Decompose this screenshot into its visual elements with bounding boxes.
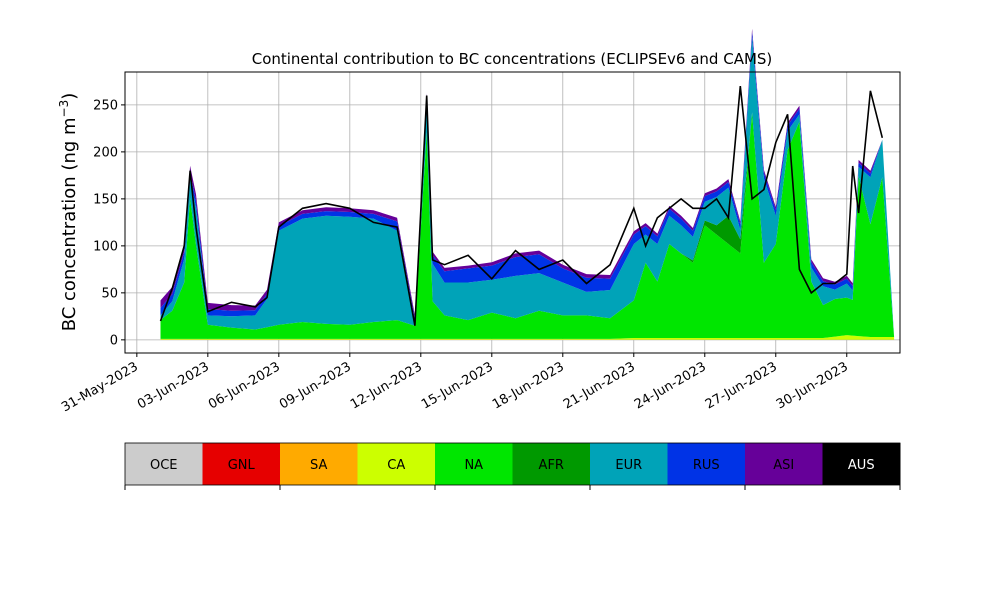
x-tick-label: 03-Jun-2023 <box>135 359 212 412</box>
x-axis: 31-May-202303-Jun-202306-Jun-202309-Jun-… <box>59 353 851 415</box>
legend-swatch-afr <box>512 443 591 485</box>
legend-swatch-ca <box>357 443 436 485</box>
x-tick-label: 31-May-2023 <box>59 359 141 415</box>
legend-swatch-sa <box>280 443 358 485</box>
y-tick-label: 250 <box>93 98 118 113</box>
legend-swatch-asi <box>745 443 823 485</box>
legend-label-sa: SA <box>310 458 327 473</box>
chart-title: Continental contribution to BC concentra… <box>252 50 773 68</box>
y-tick-label: 50 <box>101 286 118 301</box>
y-axis-label-superscript: −3 <box>57 100 71 118</box>
legend-label-asi: ASI <box>773 458 794 473</box>
line-series-aus <box>159 86 884 326</box>
y-axis: 0 50 100 150 200 250 <box>93 98 125 348</box>
legend-label-aus: AUS <box>848 458 875 473</box>
legend-label-oce: OCE <box>150 458 178 473</box>
y-tick-label: 100 <box>93 239 118 254</box>
legend-swatch-eur <box>590 443 668 485</box>
x-tick-label: 09-Jun-2023 <box>277 359 354 412</box>
area-series-asi <box>160 28 895 338</box>
x-tick-label: 21-Jun-2023 <box>561 359 638 412</box>
legend-label-na: NA <box>464 458 483 473</box>
x-tick-label: 30-Jun-2023 <box>774 359 851 412</box>
y-axis-label-close: ) <box>59 93 80 100</box>
y-tick-label: 150 <box>93 192 118 207</box>
legend-label-eur: EUR <box>615 458 642 473</box>
area-series-na <box>160 112 895 339</box>
stacked-areas <box>160 28 895 340</box>
x-tick-label: 18-Jun-2023 <box>490 359 567 412</box>
x-tick-label: 15-Jun-2023 <box>419 359 496 412</box>
legend-swatch-na <box>435 443 513 485</box>
x-tick-label: 27-Jun-2023 <box>703 359 780 412</box>
legend-label-rus: RUS <box>693 458 720 473</box>
y-axis-label-text: BC concentration (ng m <box>59 117 80 331</box>
total-line <box>159 86 884 326</box>
legend-swatch-oce <box>125 443 203 485</box>
area-series-eur <box>160 37 895 337</box>
y-tick-label: 0 <box>110 333 118 348</box>
x-tick-label: 12-Jun-2023 <box>348 359 425 412</box>
legend-label-ca: CA <box>387 458 405 473</box>
y-axis-label: BC concentration (ng m−3) <box>57 93 80 332</box>
x-tick-label: 06-Jun-2023 <box>206 359 283 412</box>
x-tick-label: 24-Jun-2023 <box>632 359 709 412</box>
area-series-ca <box>160 335 895 340</box>
y-tick-label: 200 <box>93 145 118 160</box>
legend-swatch-gnl <box>202 443 281 485</box>
legend-frame <box>124 442 901 486</box>
legend-label-gnl: GNL <box>228 458 256 473</box>
legend-label-afr: AFR <box>539 458 564 473</box>
legend-swatch-aus <box>822 443 901 485</box>
legend-swatch-rus <box>667 443 746 485</box>
colorbar-legend: OCE GNL SA CA NA AFR EUR RUS ASI AUS <box>124 442 901 490</box>
plot-frame <box>124 71 901 354</box>
